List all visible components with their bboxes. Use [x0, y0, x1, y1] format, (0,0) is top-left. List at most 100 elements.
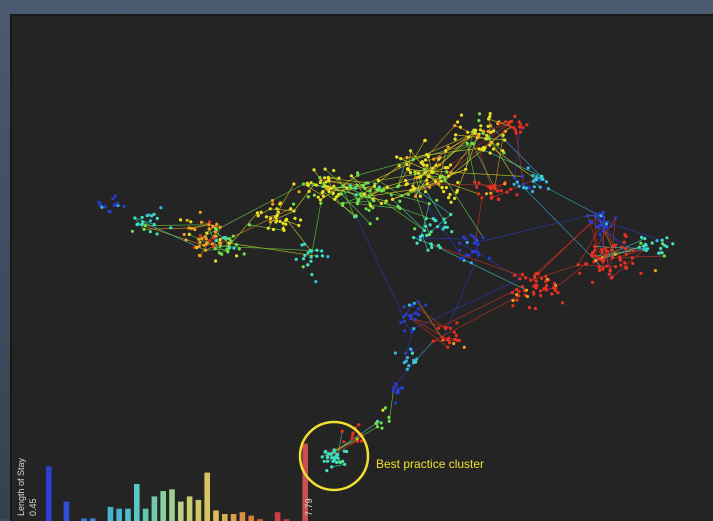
- network-node: [169, 226, 172, 229]
- network-node: [330, 465, 333, 468]
- network-node: [423, 229, 426, 232]
- network-node: [243, 252, 246, 255]
- network-node: [478, 147, 481, 150]
- network-node: [414, 318, 417, 321]
- network-node: [327, 176, 330, 179]
- network-edge: [433, 296, 519, 341]
- network-node: [638, 246, 641, 249]
- network-node: [302, 265, 305, 268]
- network-node: [218, 251, 221, 254]
- network-node: [275, 207, 278, 210]
- network-node: [547, 187, 550, 190]
- network-node: [532, 291, 535, 294]
- network-node: [419, 195, 422, 198]
- network-node: [512, 126, 515, 129]
- network-node: [269, 220, 272, 223]
- network-node: [590, 221, 593, 224]
- network-edge: [331, 427, 378, 455]
- network-node: [235, 243, 238, 246]
- network-node: [620, 246, 623, 249]
- network-node: [292, 209, 295, 212]
- network-node: [324, 450, 327, 453]
- network-node: [274, 220, 277, 223]
- network-node: [156, 232, 159, 235]
- network-node: [515, 288, 518, 291]
- network-node: [482, 146, 485, 149]
- network-node: [380, 202, 383, 205]
- network-node: [248, 223, 251, 226]
- network-node: [369, 222, 372, 225]
- network-node: [424, 225, 427, 228]
- network-edge: [356, 217, 404, 318]
- network-node: [401, 387, 404, 390]
- network-node: [419, 238, 422, 241]
- network-node: [274, 216, 277, 219]
- network-node: [360, 440, 363, 443]
- network-node: [407, 193, 410, 196]
- network-node: [409, 171, 412, 174]
- network-visualization-panel: Best practice cluster Length of Stay 0.4…: [10, 14, 713, 521]
- network-node: [513, 176, 516, 179]
- network-node: [322, 195, 325, 198]
- network-edge: [516, 133, 523, 188]
- histogram-bar: [248, 516, 254, 521]
- network-node: [387, 416, 390, 419]
- network-node: [610, 249, 613, 252]
- network-node: [226, 248, 229, 251]
- network-node: [406, 356, 409, 359]
- network-node: [466, 131, 469, 134]
- network-node: [606, 250, 609, 253]
- network-node: [605, 265, 608, 268]
- network-node: [453, 124, 456, 127]
- network-node: [489, 124, 492, 127]
- network-node: [521, 285, 524, 288]
- network-node: [307, 195, 310, 198]
- network-node: [224, 236, 227, 239]
- network-node: [456, 339, 459, 342]
- network-node: [326, 456, 329, 459]
- network-node: [312, 168, 315, 171]
- network-node: [340, 192, 343, 195]
- network-node: [402, 305, 405, 308]
- network-node: [123, 205, 126, 208]
- network-node: [380, 427, 383, 430]
- network-node: [425, 234, 428, 237]
- network-node: [436, 225, 439, 228]
- network-node: [341, 430, 344, 433]
- network-node: [321, 455, 324, 458]
- network-node: [601, 222, 604, 225]
- network-node: [238, 247, 241, 250]
- network-node: [104, 205, 107, 208]
- network-node: [468, 254, 471, 257]
- network-node: [518, 125, 521, 128]
- network-node: [623, 241, 626, 244]
- network-node: [425, 153, 428, 156]
- network-node: [454, 133, 457, 136]
- network-node: [131, 230, 134, 233]
- network-node: [605, 222, 608, 225]
- network-node: [135, 223, 138, 226]
- length-of-stay-histogram: [46, 444, 308, 521]
- network-node: [417, 313, 420, 316]
- network-node: [337, 193, 340, 196]
- network-node: [481, 132, 484, 135]
- network-node: [204, 235, 207, 238]
- network-node: [618, 256, 621, 259]
- network-node: [596, 226, 599, 229]
- network-node: [511, 291, 514, 294]
- network-node: [390, 193, 393, 196]
- network-node: [448, 341, 451, 344]
- network-node: [321, 254, 324, 257]
- network-node: [619, 259, 622, 262]
- network-node: [474, 132, 477, 135]
- network-node: [426, 182, 429, 185]
- histogram-bar: [134, 484, 140, 521]
- network-node: [449, 163, 452, 166]
- network-node: [443, 179, 446, 182]
- network-node: [399, 157, 402, 160]
- network-node: [444, 221, 447, 224]
- network-node: [295, 258, 298, 261]
- network-node: [516, 193, 519, 196]
- network-node: [284, 219, 287, 222]
- network-node: [404, 179, 407, 182]
